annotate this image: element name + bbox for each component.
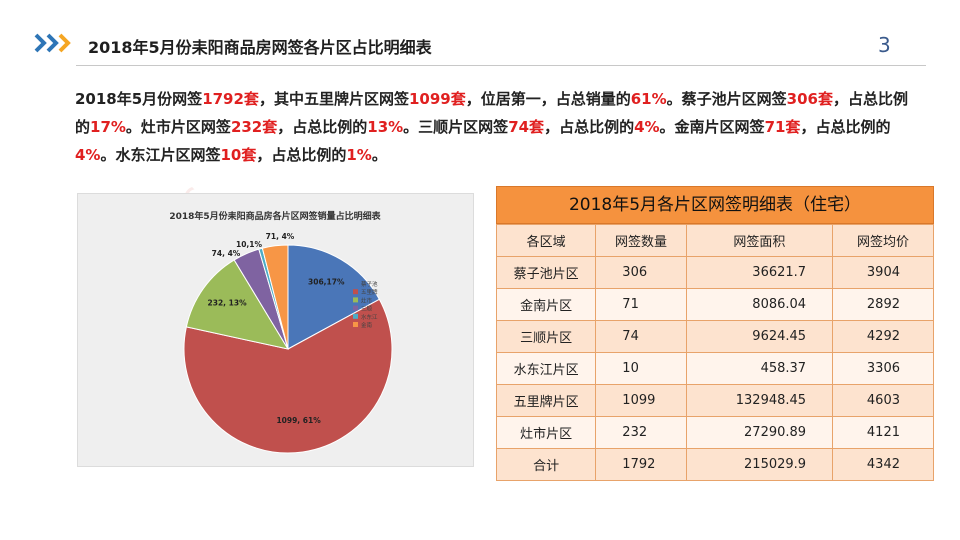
table-cell: 水东江片区 xyxy=(495,352,597,385)
table-cell: 4292 xyxy=(832,320,934,353)
legend-swatch xyxy=(353,297,358,303)
table-cell: 306 xyxy=(595,256,687,289)
table-cell: 71 xyxy=(595,288,687,321)
summary-text: 。灶市片区网签 xyxy=(125,118,231,136)
table-cell: 10 xyxy=(595,352,687,385)
table-cell: 3306 xyxy=(832,352,934,385)
summary-text: 。蔡子池片区网签 xyxy=(666,90,787,108)
highlight-value: 71套 xyxy=(764,118,801,136)
pie-chart-svg: 2018年5月份耒阳商品房各片区网签销量占比明细表 306,17% 1099, 6… xyxy=(169,210,393,454)
summary-text: 。水东江片区网签 xyxy=(100,146,221,164)
table-cell: 灶市片区 xyxy=(495,416,597,449)
highlight-value: 74套 xyxy=(508,118,545,136)
column-header: 各区域 xyxy=(495,224,597,257)
table-cell: 4603 xyxy=(832,384,934,417)
table-cell: 36621.7 xyxy=(685,256,834,289)
highlight-value: 61% xyxy=(630,90,667,108)
page-title: 2018年5月份耒阳商品房网签各片区占比明细表 xyxy=(88,38,432,57)
table-cell: 合计 xyxy=(495,448,597,481)
pie-slice xyxy=(185,259,290,350)
summary-text: ，占总比例的 xyxy=(544,118,635,136)
legend-swatch xyxy=(353,322,358,327)
table-cell: 1099 xyxy=(595,384,687,417)
header: 2018年5月份耒阳商品房网签各片区占比明细表 3 xyxy=(0,0,960,70)
highlight-value: 1099套 xyxy=(408,90,466,108)
table-cell: 三顺片区 xyxy=(495,320,597,353)
legend-label: 蔡子池 xyxy=(361,280,378,288)
table-cell: 五里牌片区 xyxy=(495,384,597,417)
highlight-value: 1792套 xyxy=(202,90,259,108)
pie-data-label: 232, 13% xyxy=(208,298,248,307)
table-cell: 2892 xyxy=(832,288,934,321)
table-cell: 9624.45 xyxy=(685,320,834,353)
summary-paragraph: 2018年5月份网签1792套，其中五里牌片区网签1099套，位居第一，占总销量… xyxy=(75,85,915,169)
highlight-value: 17% xyxy=(90,118,126,136)
legend-swatch xyxy=(353,281,358,286)
summary-text: 。金南片区网签 xyxy=(659,118,765,136)
table-cell: 215029.9 xyxy=(685,448,834,481)
legend-swatch xyxy=(353,289,358,295)
table-header-row: 各区域 网签数量 网签面积 网签均价 xyxy=(495,224,934,257)
legend-label: 三顺 xyxy=(361,306,373,313)
pie-data-label: 1099, 61% xyxy=(276,416,321,425)
table-row: 合计 1792 215029.9 4342 xyxy=(495,448,934,481)
legend-swatch xyxy=(353,313,358,319)
pie-data-label: 71, 4% xyxy=(266,232,295,241)
table-row: 灶市片区 232 27290.89 4121 xyxy=(495,416,934,449)
chart-title: 2018年5月份耒阳商品房各片区网签销量占比明细表 xyxy=(169,210,381,222)
chevrons-icon xyxy=(34,33,71,53)
summary-text: ，位居第一，占总销量的 xyxy=(465,90,631,108)
summary-text: 。 xyxy=(371,146,387,164)
table-cell: 4342 xyxy=(832,448,934,481)
pie-data-label: 74, 4% xyxy=(212,249,241,258)
pie-data-label: 306,17% xyxy=(308,278,345,287)
pie-chart: 2018年5月份耒阳商品房各片区网签销量占比明细表 306,17% 1099, 6… xyxy=(77,193,474,467)
summary-text: ，占总比例的 xyxy=(277,118,368,136)
summary-text: ，其中五里牌片区网签 xyxy=(258,90,409,108)
column-header: 网签数量 xyxy=(595,224,687,257)
table-cell: 232 xyxy=(595,416,687,449)
page-number: 3 xyxy=(878,33,891,57)
table-cell: 蔡子池片区 xyxy=(495,256,597,289)
pie-data-label: 10,1% xyxy=(236,240,263,249)
table-cell: 4121 xyxy=(832,416,934,449)
summary-text: 2018年5月份网签 xyxy=(75,90,203,108)
table-row: 金南片区 71 8086.04 2892 xyxy=(495,288,934,321)
table-cell: 8086.04 xyxy=(685,288,834,321)
highlight-value: 4% xyxy=(75,146,101,164)
header-divider xyxy=(76,65,926,66)
table-row: 五里牌片区 1099 132948.45 4603 xyxy=(495,384,934,417)
column-header: 网签面积 xyxy=(685,224,834,257)
table-row: 三顺片区 74 9624.45 4292 xyxy=(495,320,934,353)
table-row: 水东江片区 10 458.37 3306 xyxy=(495,352,934,385)
legend-label: 水东江 xyxy=(361,313,378,321)
summary-text: ，占总比例的 xyxy=(256,146,347,164)
pie-slice xyxy=(261,244,289,350)
table-cell: 金南片区 xyxy=(495,288,597,321)
summary-text: ，占总比例的 xyxy=(800,118,891,136)
column-header: 网签均价 xyxy=(832,224,934,257)
highlight-value: 10套 xyxy=(220,146,257,164)
highlight-value: 4% xyxy=(634,118,660,136)
highlight-value: 306套 xyxy=(786,90,833,108)
summary-text: ，占总比例的 xyxy=(75,90,908,136)
detail-table: 2018年5月各片区网签明细表（住宅） 各区域 网签数量 网签面积 网签均价 蔡… xyxy=(495,186,934,481)
table-cell: 1792 xyxy=(595,448,687,481)
table-title: 2018年5月各片区网签明细表（住宅） xyxy=(496,186,934,224)
pie-slice xyxy=(287,244,381,350)
highlight-value: 232套 xyxy=(230,118,278,136)
legend-label: 灶市 xyxy=(361,296,373,304)
table-cell: 27290.89 xyxy=(685,416,834,449)
highlight-value: 1% xyxy=(346,146,372,164)
summary-text: 。三顺片区网签 xyxy=(403,118,509,136)
table-cell: 458.37 xyxy=(685,352,834,385)
highlight-value: 13% xyxy=(367,118,404,136)
legend-swatch xyxy=(353,305,358,311)
table-cell: 3904 xyxy=(832,256,934,289)
legend-label: 五里牌 xyxy=(361,288,378,296)
table-cell: 132948.45 xyxy=(685,384,834,417)
table-row: 蔡子池片区 306 36621.7 3904 xyxy=(495,256,934,289)
table-cell: 74 xyxy=(595,320,687,353)
legend-label: 金南 xyxy=(361,321,373,329)
